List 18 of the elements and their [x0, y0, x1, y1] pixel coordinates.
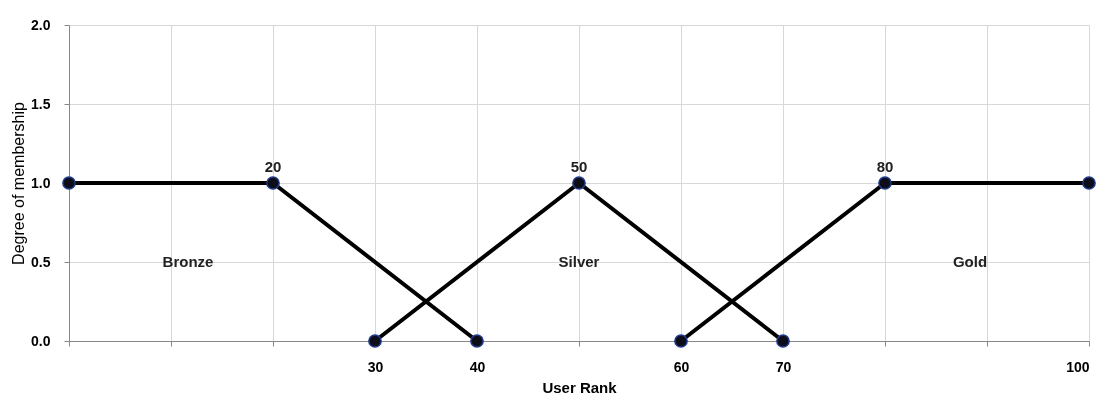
annotation: 80 [876, 158, 894, 175]
y-tick-label: 1.5 [31, 95, 51, 112]
annotation: 50 [570, 158, 588, 175]
x-tick-label: 30 [367, 358, 384, 375]
annotation: Silver [558, 253, 600, 270]
x-tick-label: 60 [673, 358, 690, 375]
y-tick-label: 0.0 [31, 332, 51, 349]
x-axis-title: User Rank [542, 378, 618, 396]
x-tick-label: 100 [1066, 358, 1090, 375]
y-tick-label: 2.0 [31, 16, 51, 33]
y-tick-label: 1.0 [31, 174, 51, 191]
x-tick-label: 70 [775, 358, 792, 375]
y-axis-title: Degree of membership [10, 102, 28, 265]
x-tick-label: 40 [469, 358, 486, 375]
annotation: 20 [264, 158, 282, 175]
annotation: Gold [952, 253, 988, 270]
annotation: Bronze [162, 253, 214, 270]
y-tick-label: 0.5 [31, 253, 51, 270]
